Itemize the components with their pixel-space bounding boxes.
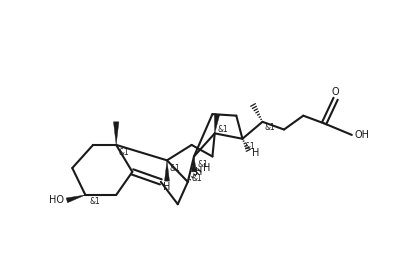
Text: H: H	[203, 163, 210, 173]
Text: O: O	[332, 87, 339, 97]
Text: H: H	[195, 167, 202, 177]
Polygon shape	[214, 114, 220, 133]
Text: &1: &1	[198, 160, 208, 169]
Polygon shape	[191, 156, 196, 172]
Polygon shape	[114, 122, 119, 145]
Text: &1: &1	[89, 197, 100, 206]
Text: H: H	[163, 182, 171, 192]
Text: HO: HO	[49, 195, 64, 205]
Text: &1: &1	[265, 124, 275, 132]
Text: &1: &1	[119, 148, 129, 157]
Polygon shape	[165, 160, 169, 181]
Text: OH: OH	[355, 130, 370, 140]
Polygon shape	[66, 195, 85, 203]
Text: &1: &1	[217, 125, 228, 134]
Text: H: H	[252, 148, 259, 158]
Text: &1: &1	[245, 142, 255, 151]
Text: &1: &1	[192, 174, 203, 182]
Text: &1: &1	[169, 164, 180, 173]
